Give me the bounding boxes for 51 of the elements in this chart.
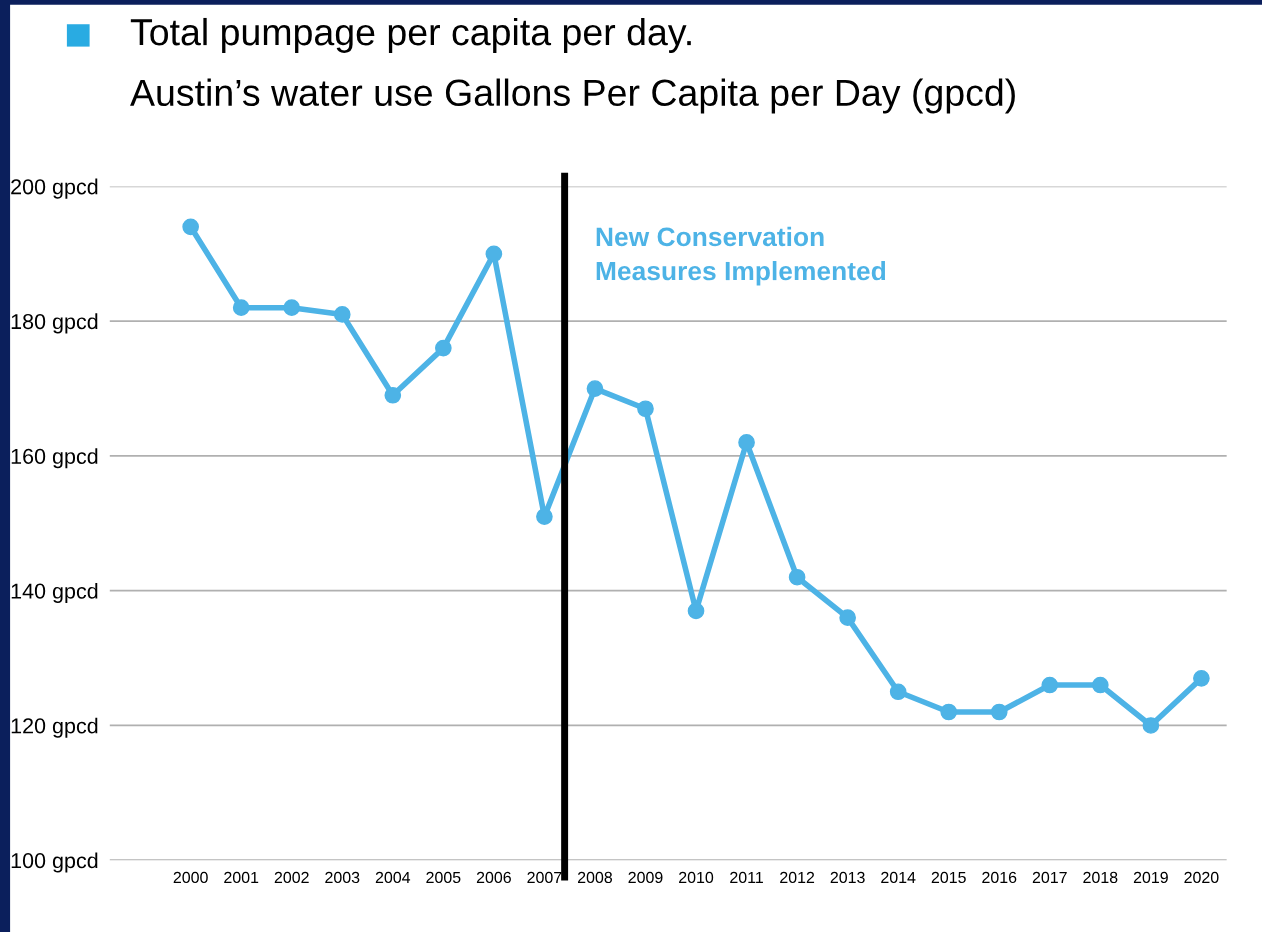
x-tick-label: 2007 — [527, 871, 562, 884]
x-tick-label: 2010 — [679, 871, 714, 884]
point — [536, 508, 553, 525]
x-tick-label: 2008 — [577, 871, 613, 884]
point — [1142, 717, 1160, 734]
point — [283, 299, 301, 317]
chart-subtitle: Austin’s water use Gallons Per Capita per Day (gpcd) — [130, 78, 1015, 114]
point — [1091, 676, 1109, 694]
point — [435, 339, 452, 357]
x-tick-label: 2015 — [931, 871, 966, 884]
y-tick-label: 180 gpcd — [11, 313, 98, 334]
point — [687, 602, 705, 620]
point — [788, 568, 806, 586]
x-tick-label: 2020 — [1184, 871, 1219, 884]
x-tick-label: 2018 — [1083, 871, 1118, 884]
ref-line-label: New Conservation Measures Implemented — [596, 226, 886, 286]
point — [232, 299, 250, 317]
x-tick-label: 2012 — [780, 871, 815, 884]
x-tick-label: 2009 — [628, 871, 663, 884]
x-tick-label: 2011 — [730, 871, 763, 884]
point — [889, 683, 907, 701]
x-tick-label: 2004 — [375, 871, 411, 884]
y-tick-label: 200 gpcd — [11, 178, 98, 199]
x-tick-label: 2001 — [224, 871, 259, 884]
x-tick-label: 2003 — [325, 871, 360, 884]
y-tick-label: 140 gpcd — [11, 582, 98, 603]
point — [637, 400, 654, 418]
point — [1193, 669, 1210, 687]
x-tick-label: 2006 — [476, 871, 511, 884]
point — [333, 306, 351, 323]
point — [839, 609, 856, 626]
chart-title: Total pumpage per capita per day. — [130, 17, 691, 53]
x-tick-label: 2014 — [881, 871, 916, 884]
point — [940, 703, 958, 721]
y-tick-label: 160 gpcd — [11, 448, 98, 469]
x-tick-label: 2016 — [982, 871, 1017, 884]
x-tick-label: 2002 — [274, 871, 309, 884]
point — [990, 703, 1008, 721]
x-tick-label: 2005 — [426, 871, 461, 884]
point — [384, 386, 402, 404]
point — [485, 245, 503, 263]
point — [586, 380, 604, 397]
x-tick-label: 2017 — [1032, 871, 1067, 884]
point — [738, 434, 755, 451]
x-tick-label: 2019 — [1133, 871, 1168, 884]
x-tick-label: 2013 — [830, 871, 865, 884]
point — [182, 218, 199, 236]
point — [1041, 676, 1059, 694]
x-tick-label: 2000 — [173, 871, 208, 884]
y-tick-label: 100 gpcd — [11, 852, 98, 873]
y-tick-label: 120 gpcd — [11, 717, 98, 738]
